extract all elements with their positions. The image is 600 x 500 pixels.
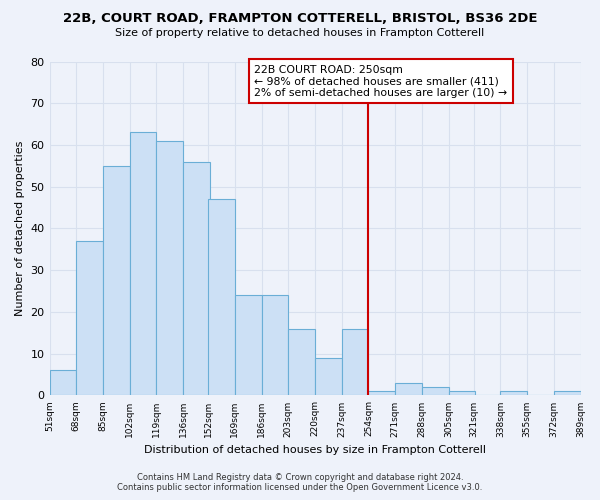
Bar xyxy=(395,383,422,396)
Bar xyxy=(183,162,210,396)
Bar xyxy=(50,370,76,396)
Bar xyxy=(208,199,235,396)
Bar xyxy=(289,328,315,396)
Bar xyxy=(103,166,130,396)
Bar xyxy=(422,387,449,396)
X-axis label: Distribution of detached houses by size in Frampton Cotterell: Distribution of detached houses by size … xyxy=(144,445,486,455)
Bar xyxy=(130,132,157,396)
Bar xyxy=(554,392,581,396)
Text: 22B COURT ROAD: 250sqm
← 98% of detached houses are smaller (411)
2% of semi-det: 22B COURT ROAD: 250sqm ← 98% of detached… xyxy=(254,65,507,98)
Text: Contains HM Land Registry data © Crown copyright and database right 2024.
Contai: Contains HM Land Registry data © Crown c… xyxy=(118,473,482,492)
Bar xyxy=(368,392,395,396)
Bar xyxy=(157,141,183,396)
Bar xyxy=(76,241,103,396)
Y-axis label: Number of detached properties: Number of detached properties xyxy=(15,141,25,316)
Bar xyxy=(342,328,368,396)
Bar xyxy=(500,392,527,396)
Bar xyxy=(315,358,342,396)
Text: 22B, COURT ROAD, FRAMPTON COTTERELL, BRISTOL, BS36 2DE: 22B, COURT ROAD, FRAMPTON COTTERELL, BRI… xyxy=(63,12,537,26)
Bar xyxy=(449,392,475,396)
Bar xyxy=(262,296,289,396)
Bar xyxy=(235,296,262,396)
Text: Size of property relative to detached houses in Frampton Cotterell: Size of property relative to detached ho… xyxy=(115,28,485,38)
